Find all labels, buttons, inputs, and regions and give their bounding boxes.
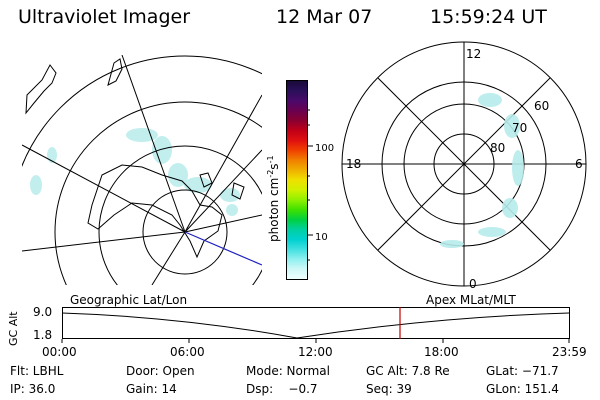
svg-text:GC Alt: GC Alt (7, 311, 20, 346)
glon-status: GLon: 151.4 (486, 382, 559, 396)
time-label: 15:59:24 UT (430, 6, 547, 28)
strip-y-bottom: 1.8 (33, 328, 53, 342)
polar-label-6: 6 (575, 157, 583, 171)
polar-label-0: 0 (469, 277, 477, 291)
svg-text:photon cm-2s-1: photon cm-2s-1 (266, 155, 281, 242)
door-status: Door: Open (126, 364, 195, 378)
seq-status: Seq: 39 (366, 382, 412, 396)
glat-status: GLat: −71.7 (486, 364, 559, 378)
polar-aurora-oval (440, 93, 524, 248)
dsp-status: Dsp: −0.7 (246, 382, 318, 396)
strip-right-title: Apex MLat/MLT (426, 293, 516, 307)
polar-mlat-mlt-plot: 12 18 6 0 60 70 80 (341, 41, 587, 291)
strip-left-title: Geographic Lat/Lon (70, 293, 188, 307)
strip-x-tick-1: 06:00 (170, 345, 205, 359)
aurora-emission (30, 128, 240, 216)
polar-label-12: 12 (466, 47, 481, 61)
color-scale-bar (286, 80, 308, 280)
filter-status: Flt: LBHL (10, 364, 64, 378)
date-label: 12 Mar 07 (276, 6, 373, 28)
satellite-ground-track (184, 231, 262, 266)
strip-x-tick-4: 23:59 (552, 345, 587, 359)
ip-status: IP: 36.0 (10, 382, 56, 396)
polar-label-18: 18 (346, 157, 361, 171)
gc-alt-strip-chart (61, 307, 570, 343)
mode-status: Mode: Normal (246, 364, 330, 378)
colorbar-tick-10: 10 (315, 232, 328, 243)
strip-x-tick-0: 00:00 (42, 345, 77, 359)
polar-label-60: 60 (534, 99, 549, 113)
gain-status: Gain: 14 (126, 382, 177, 396)
gc-alt-status: GC Alt: 7.8 Re (366, 364, 450, 378)
color-scale-ticks: 100 10 (307, 109, 334, 261)
strip-y-top: 9.0 (33, 305, 53, 319)
colorbar-unit-label: photon cm-2s-1 (266, 155, 281, 242)
instrument-title: Ultraviolet Imager (18, 6, 191, 28)
colorbar-tick-100: 100 (315, 143, 334, 154)
polar-label-80: 80 (490, 141, 505, 155)
strip-x-tick-2: 12:00 (298, 345, 333, 359)
gc-alt-axis-label: GC Alt (7, 311, 20, 346)
strip-x-tick-3: 18:00 (424, 345, 459, 359)
polar-label-70: 70 (512, 121, 527, 135)
geographic-map (22, 55, 262, 285)
